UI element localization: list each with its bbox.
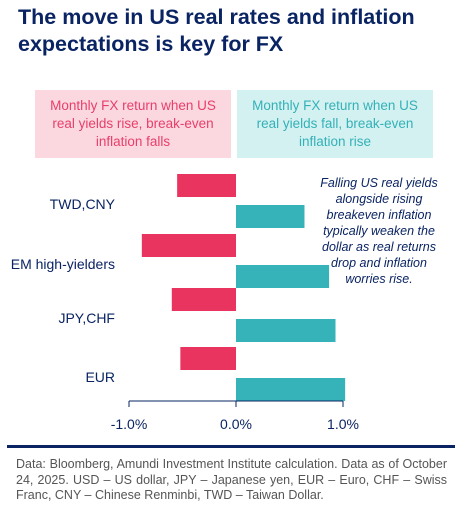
chart-annotation: Falling US real yields alongside rising … (320, 176, 438, 286)
footer-divider (7, 445, 455, 448)
bar-negative (141, 234, 236, 257)
chart-title: The move in US real rates and inflation … (18, 5, 415, 56)
source-note: Data: Bloomberg, Amundi Investment Insti… (16, 457, 447, 502)
category-label: TWD,CNY (50, 196, 116, 212)
category-label: EM high-yielders (11, 256, 115, 272)
legend-negative-label: Monthly FX return when US real yields ri… (50, 98, 216, 149)
category-label: JPY,CHF (58, 310, 115, 326)
bar-positive (236, 378, 346, 401)
bar-positive (236, 205, 305, 228)
x-tick-label: 1.0% (327, 416, 359, 432)
x-tick-label: -1.0% (111, 416, 148, 432)
x-tick-label: 0.0% (220, 416, 252, 432)
bar-negative (180, 347, 236, 370)
category-label: EUR (85, 369, 115, 385)
bar-positive (236, 319, 336, 342)
bar-positive (236, 265, 330, 288)
bar-chart: TWD,CNY EM high-yielders JPY,CHF EUR -1.0% 0.… (11, 174, 359, 432)
bar-negative (171, 288, 236, 311)
legend-positive: Monthly FX return when US real yields fa… (237, 90, 433, 158)
legend-positive-label: Monthly FX return when US real yields fa… (252, 98, 418, 149)
legend-negative: Monthly FX return when US real yields ri… (35, 90, 231, 158)
bar-negative (177, 174, 236, 197)
